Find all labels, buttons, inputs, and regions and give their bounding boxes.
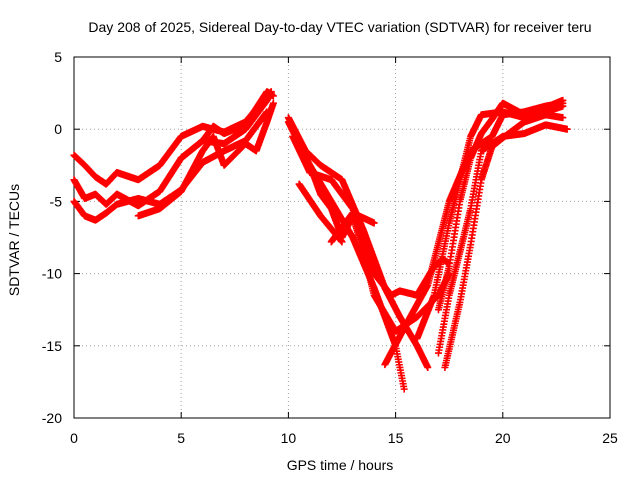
plot-frame <box>73 56 611 419</box>
x-axis-ticks: 0 5 10 15 20 25 <box>70 57 618 446</box>
data-markers <box>327 209 378 246</box>
x-axis-label: GPS time / hours <box>287 457 394 473</box>
series-track-16 <box>441 111 567 371</box>
x-tick-label: 20 <box>495 430 511 446</box>
y-axis-label: SDTVAR / TECUs <box>6 184 22 296</box>
x-tick-label: 10 <box>281 430 297 446</box>
data-markers <box>434 99 567 314</box>
y-axis-ticks: -20 -15 -10 -5 0 5 <box>42 49 610 426</box>
series-layer <box>70 88 571 393</box>
y-tick-label: 5 <box>54 49 62 65</box>
x-tick-label: 0 <box>70 430 78 446</box>
series-track-11 <box>327 209 378 246</box>
chart-title: Day 208 of 2025, Sidereal Day-to-day VTE… <box>88 19 591 35</box>
x-tick-label: 15 <box>388 430 404 446</box>
series-track-4 <box>134 99 277 220</box>
series-track-14 <box>434 99 567 314</box>
data-markers <box>177 88 277 162</box>
x-tick-label: 25 <box>602 430 618 446</box>
y-tick-label: -20 <box>42 410 62 426</box>
y-tick-label: -15 <box>42 338 62 354</box>
data-markers <box>441 111 567 371</box>
y-tick-label: 0 <box>54 121 62 137</box>
x-tick-label: 5 <box>177 430 185 446</box>
series-track-5 <box>177 88 277 162</box>
y-tick-label: -5 <box>50 193 63 209</box>
y-tick-label: -10 <box>42 266 62 282</box>
data-markers <box>134 99 277 220</box>
